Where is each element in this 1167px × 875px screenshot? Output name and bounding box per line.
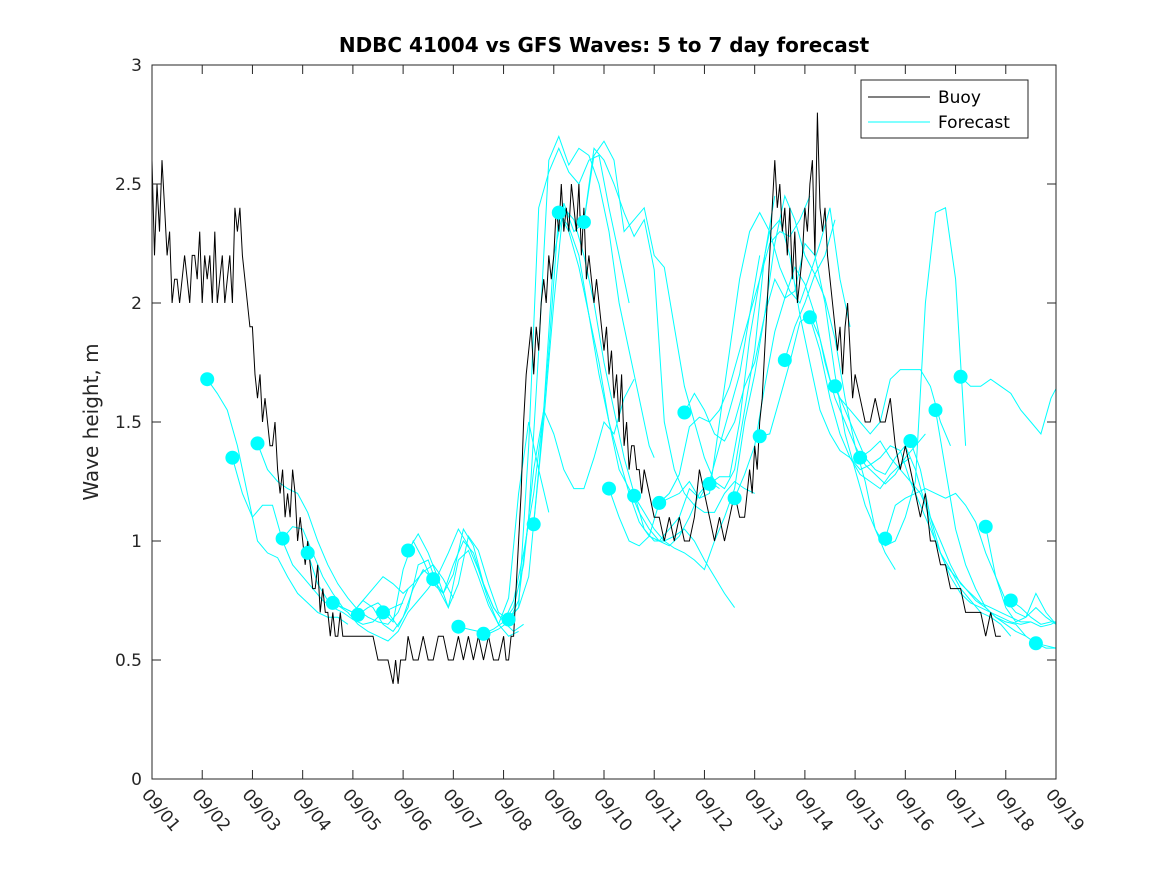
forecast-start-marker [878, 531, 893, 546]
y-tick-label: 3 [131, 56, 142, 76]
forecast-start-marker [853, 450, 868, 465]
forecast-line-7 [357, 421, 550, 628]
forecast-line-28 [909, 440, 1057, 628]
forecast-start-marker [350, 607, 365, 622]
legend-box [860, 79, 1029, 139]
forecast-line-5 [307, 527, 519, 642]
forecast-line-21 [734, 266, 926, 499]
forecast-line-3 [257, 443, 409, 625]
y-tick-label: 2 [131, 294, 142, 314]
forecast-start-marker [225, 450, 240, 465]
forecast-start-marker [426, 572, 441, 587]
forecast-line-10 [458, 135, 655, 635]
forecast-start-marker [903, 434, 918, 448]
forecast-line-18 [658, 207, 851, 504]
y-axis-label: Wave height, m [79, 343, 103, 500]
forecast-start-marker [526, 517, 541, 532]
y-tick-label: 0 [131, 770, 142, 790]
forecast-line-1 [206, 378, 349, 625]
forecast-line-15 [583, 140, 776, 490]
chart-title: NDBC 41004 vs GFS Waves: 5 to 7 day fore… [339, 33, 870, 57]
forecast-start-marker [777, 353, 792, 368]
forecast-start-marker [677, 405, 692, 420]
legend-forecast-label: Forecast [938, 113, 1010, 133]
forecast-start-marker [928, 403, 943, 418]
forecast-start-marker [376, 605, 390, 620]
forecast-start-marker [953, 369, 968, 384]
forecast-start-marker [602, 481, 616, 496]
forecast-start-marker [401, 543, 416, 558]
forecast-start-marker [501, 612, 516, 627]
forecast-line-20 [709, 218, 911, 490]
forecast-line-30 [960, 376, 1057, 435]
forecast-line-22 [759, 314, 951, 446]
forecast-start-marker [1003, 593, 1018, 608]
forecast-line-19 [683, 242, 896, 570]
y-tick-label: 0.5 [115, 651, 142, 671]
forecast-start-marker [1028, 636, 1043, 651]
legend: Buoy Forecast [860, 79, 1029, 139]
y-tick-label: 1 [131, 532, 142, 552]
forecast-start-marker [200, 372, 215, 387]
forecast-markers-group [200, 205, 1043, 651]
forecast-line-12 [508, 210, 720, 620]
forecast-line-11 [483, 206, 736, 635]
forecast-line-23 [784, 207, 967, 547]
forecast-start-marker [300, 545, 315, 560]
forecast-start-marker [325, 595, 340, 610]
forecast-line-26 [859, 440, 1031, 623]
forecast-start-marker [451, 619, 466, 634]
forecast-start-marker [576, 215, 591, 230]
legend-buoy-label: Buoy [938, 88, 981, 108]
forecast-start-marker [250, 436, 265, 451]
buoy-series-group [151, 112, 1001, 684]
forecast-line-13 [533, 147, 755, 525]
forecast-line-14 [558, 212, 761, 542]
forecast-start-marker [275, 531, 290, 546]
forecast-start-marker [727, 491, 742, 506]
forecast-start-marker [752, 429, 767, 444]
forecast-start-marker [978, 519, 993, 534]
forecast-start-marker [802, 310, 817, 325]
forecast-start-marker [652, 495, 667, 510]
forecast-start-marker [476, 626, 491, 641]
forecast-start-marker [702, 476, 717, 491]
y-tick-label: 2.5 [115, 175, 142, 195]
forecast-start-marker [828, 379, 842, 394]
forecast-line-27 [884, 488, 1057, 625]
forecast-start-marker [551, 205, 566, 220]
y-tick-label: 1.5 [115, 413, 142, 433]
forecast-start-marker [627, 488, 642, 503]
forecast-line-17 [633, 194, 836, 571]
forecast-line-32 [1010, 600, 1056, 625]
buoy-line [151, 112, 1001, 684]
forecast-line-31 [985, 526, 1057, 625]
